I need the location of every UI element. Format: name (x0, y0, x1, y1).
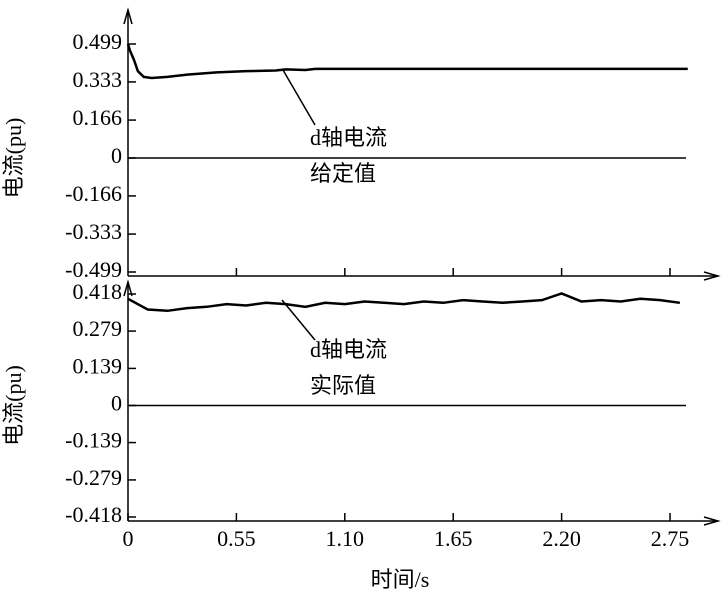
annotation: 给定值 (310, 161, 376, 186)
x-axis-arrow (703, 516, 721, 526)
x-axis-label: 时间/s (371, 567, 430, 592)
y-tick-label: 0.279 (73, 316, 123, 341)
data-line (127, 292, 681, 313)
x-tick-label: 0.55 (217, 526, 256, 551)
y-tick-label: 0 (111, 391, 122, 416)
annotation: 实际值 (310, 373, 376, 398)
y-tick-label: -0.499 (65, 257, 122, 282)
y-tick-label: 0 (111, 143, 122, 168)
leader-line (281, 299, 316, 341)
y-tick-label: 0.499 (73, 29, 123, 54)
y-axis-label: 电流(pu) (1, 118, 26, 199)
y-tick-label: 0.333 (73, 67, 123, 92)
y-tick-label: 0.166 (73, 105, 123, 130)
annotation: d轴电流 (310, 125, 387, 150)
x-tick-label: 0 (123, 526, 134, 551)
y-tick-label: -0.166 (65, 181, 122, 206)
y-axis-arrow (123, 279, 133, 297)
x-tick-label: 1.10 (326, 526, 365, 551)
y-tick-label: -0.279 (65, 465, 122, 490)
x-tick-label: 1.65 (434, 526, 473, 551)
y-axis-label: 电流(pu) (1, 365, 26, 446)
y-tick-label: -0.139 (65, 428, 122, 453)
data-line (126, 43, 688, 80)
x-tick-label: 2.20 (542, 526, 581, 551)
x-axis-arrow (703, 271, 721, 281)
y-tick-label: 0.139 (73, 353, 123, 378)
x-tick-label: 2.75 (651, 526, 690, 551)
y-tick-label: -0.418 (65, 502, 122, 527)
annotation: d轴电流 (310, 337, 387, 362)
leader-line (282, 69, 316, 126)
y-tick-label: 0.418 (73, 279, 123, 304)
y-axis-arrow (123, 7, 133, 25)
y-tick-label: -0.333 (65, 219, 122, 244)
